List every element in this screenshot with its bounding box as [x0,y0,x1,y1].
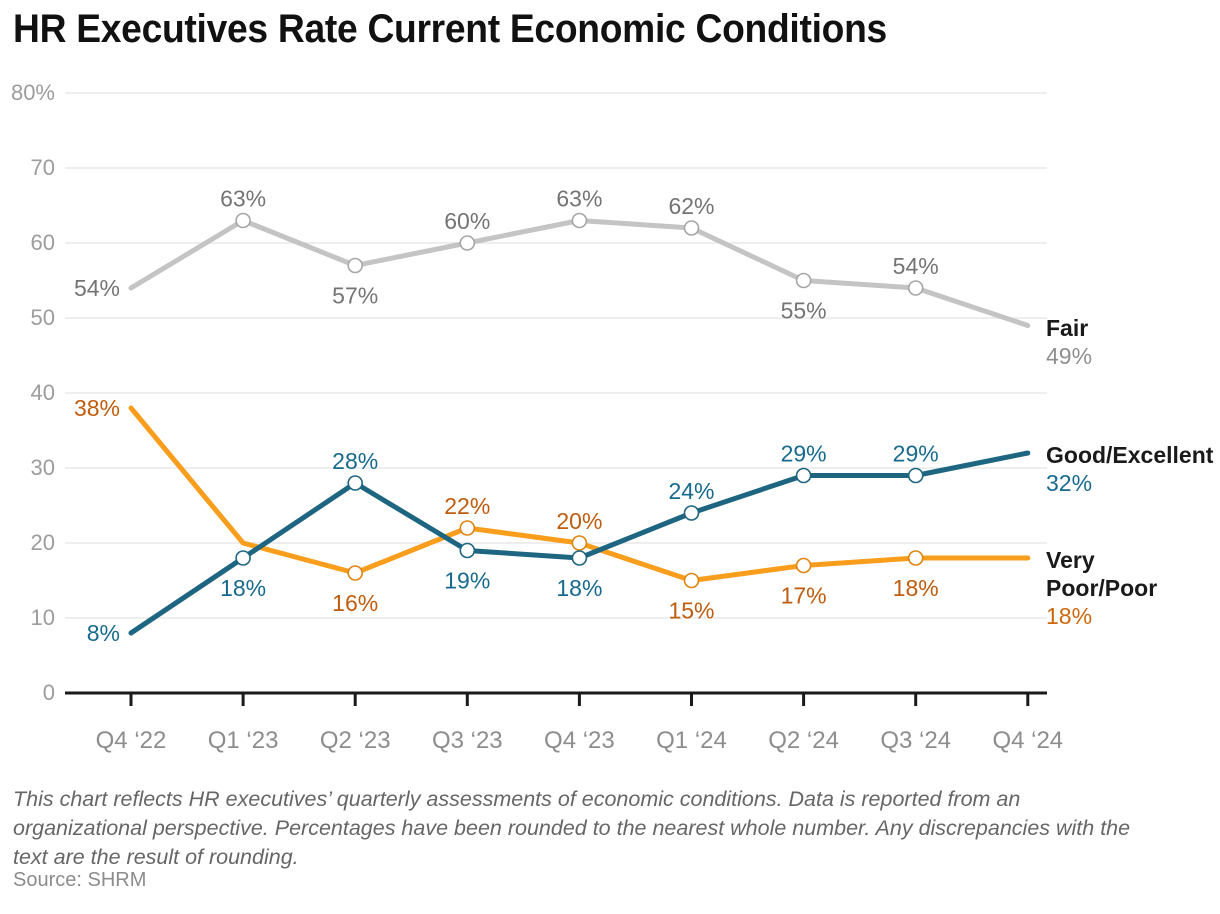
data-label: 24% [668,478,714,504]
data-label: 62% [668,193,714,219]
data-point-marker-good-excellent [459,542,476,559]
y-tick-label: 30 [31,455,55,480]
y-tick-label: 50 [31,305,55,330]
data-point-marker-good-excellent [907,467,924,484]
data-label: 28% [332,448,378,474]
data-point-marker-very-poor-poor [795,557,812,574]
data-label: 54% [74,275,120,301]
y-tick-label: 70 [31,155,55,180]
data-label: 16% [332,590,378,616]
data-point-marker-very-poor-poor [907,550,924,566]
data-label: 18% [220,575,266,601]
x-tick-label: Q3 ‘24 [880,727,951,754]
y-tick-label: 10 [31,605,55,630]
data-point-marker-fair [795,272,812,289]
y-tick-label: 40 [31,380,55,405]
x-tick-label: Q4 ‘22 [96,727,167,754]
data-point-marker-very-poor-poor [571,535,588,551]
data-label: 29% [893,441,939,467]
data-point-marker-good-excellent [795,467,812,484]
data-point-marker-fair [347,257,364,274]
data-point-marker-fair [571,212,588,229]
y-tick-label: 60 [31,230,55,255]
data-label: 15% [668,598,714,624]
x-tick-label: Q4 ‘24 [992,727,1063,754]
data-label: 17% [781,583,827,609]
x-tick-label: Q1 ‘24 [656,727,727,754]
data-point-marker-fair [235,212,251,229]
data-point-marker-very-poor-poor [459,520,476,536]
data-point-marker-good-excellent [235,550,251,566]
data-label: 60% [444,208,490,234]
data-label: 20% [556,508,602,534]
x-tick-label: Q4 ‘23 [544,727,615,754]
data-label: 8% [87,620,120,646]
data-label: 29% [781,441,827,467]
data-point-marker-fair [907,280,924,296]
chart-title: HR Executives Rate Current Economic Cond… [13,7,887,51]
data-point-marker-very-poor-poor [347,565,364,581]
data-label: 63% [556,186,602,212]
x-tick-label: Q2 ‘24 [768,727,839,754]
source-credit: Source: SHRM [13,869,147,891]
data-label: 19% [444,568,490,594]
data-point-marker-fair [683,220,700,236]
y-tick-label: 80% [11,80,55,105]
footnote: This chart reflects HR executives’ quart… [13,787,1131,869]
x-tick-label: Q2 ‘23 [320,727,391,754]
data-label: 18% [893,575,939,601]
data-label: 18% [556,575,602,601]
y-tick-label: 0 [43,680,55,705]
x-tick-label: Q1 ‘23 [208,727,279,754]
data-label: 54% [893,253,939,279]
data-label: 63% [220,186,266,212]
data-point-marker-good-excellent [571,550,588,566]
x-tick-label: Q3 ‘23 [432,727,503,754]
data-label: 38% [74,395,120,421]
data-point-marker-good-excellent [347,475,364,491]
data-label: 22% [444,493,490,519]
data-label: 55% [781,298,827,324]
data-point-marker-good-excellent [683,505,700,521]
y-tick-label: 20 [31,530,55,555]
data-label: 57% [332,283,378,309]
data-point-marker-very-poor-poor [683,572,700,589]
data-point-marker-fair [459,235,476,251]
